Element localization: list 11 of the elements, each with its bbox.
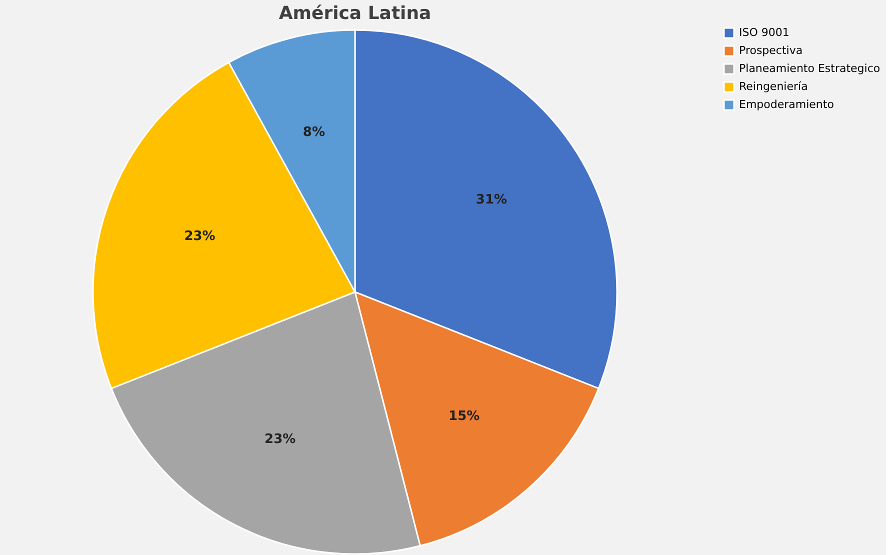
legend-label: Planeamiento Estrategico (739, 62, 880, 75)
legend-label: Reingeniería (739, 80, 808, 93)
legend-label: Empoderamiento (739, 98, 834, 111)
data-label: 8% (302, 125, 326, 140)
data-label: 23% (184, 229, 216, 244)
data-label: 31% (476, 192, 508, 208)
data-label: 15% (448, 408, 480, 424)
chart-title: América Latina (278, 3, 432, 24)
data-label: 23% (264, 432, 296, 448)
legend-label: ISO 9001 (739, 26, 790, 39)
legend-label: Prospectiva (739, 44, 803, 57)
